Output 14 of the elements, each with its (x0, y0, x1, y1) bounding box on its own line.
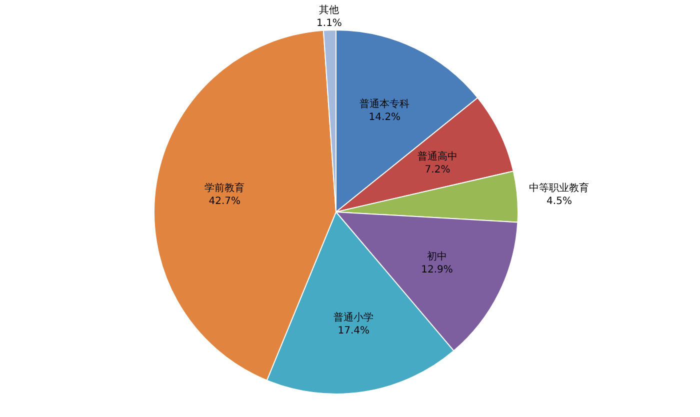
data-label: 1.1% (316, 18, 342, 30)
slice-label: 初中 (427, 250, 448, 262)
slice-label: 其他 (319, 4, 340, 16)
data-label: 14.2% (368, 112, 401, 124)
slice-label: 普通本专科 (360, 98, 410, 110)
slice-label: 普通小学 (334, 311, 374, 324)
slice-label: 普通高中 (417, 150, 458, 163)
data-label: 12.9% (421, 264, 453, 276)
data-label: 4.5% (546, 196, 572, 208)
data-label: 7.2% (424, 164, 450, 176)
data-label: 42.7% (208, 196, 240, 207)
data-label: 17.4% (338, 325, 370, 336)
slice-label: 学前教育 (204, 182, 245, 194)
slice-label: 中等职业教育 (529, 182, 590, 194)
